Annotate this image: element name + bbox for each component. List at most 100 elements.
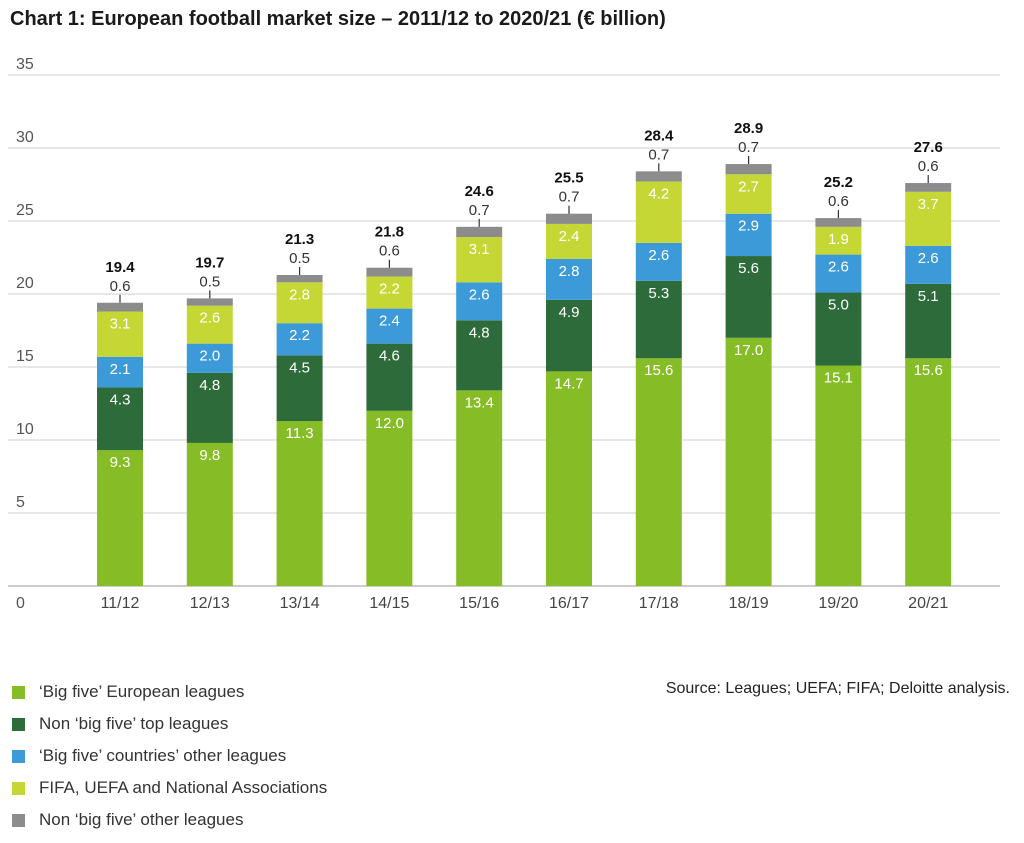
bar-segment [456, 237, 503, 283]
segment-value-label: 2.1 [110, 361, 131, 378]
segment-value-label: 4.5 [289, 359, 310, 376]
bar-segment [97, 450, 143, 586]
bar-segment [635, 181, 682, 243]
bar-segment [546, 258, 592, 300]
segment-value-label: 5.6 [738, 260, 759, 277]
bar-segment [456, 320, 503, 391]
segment-value-label: 2.6 [828, 259, 849, 276]
segment-value-label: 2.4 [559, 228, 580, 245]
segment-value-label: 4.8 [199, 377, 220, 394]
chart-title: Chart 1: European football market size –… [10, 8, 666, 30]
legend-item-big-five-other: ‘Big five’ countries’ other leagues [12, 740, 327, 772]
bar-segment [456, 390, 503, 586]
bar-segment [905, 358, 952, 586]
source-note: Source: Leagues; UEFA; FIFA; Deloitte an… [665, 680, 1010, 697]
y-tick-label: 10 [16, 421, 34, 438]
legend: ‘Big five’ European leagues Non ‘big fiv… [12, 676, 327, 836]
bar-segment [815, 292, 862, 366]
bar-segment [97, 302, 143, 312]
x-tick-label: 16/17 [549, 595, 589, 612]
bar-segment [905, 191, 952, 246]
segment-value-label: 9.8 [199, 447, 220, 464]
legend-item-fifa-uefa: FIFA, UEFA and National Associations [12, 772, 327, 804]
bar-segment [815, 254, 862, 293]
segment-value-label: 1.9 [828, 231, 849, 248]
bar-segment [366, 267, 413, 277]
bar-segment [186, 305, 233, 344]
bar-segment [276, 282, 323, 324]
segment-value-label: 2.2 [379, 280, 400, 297]
bar-segment [815, 226, 862, 255]
legend-label-non-big-five-top: Non ‘big five’ top leagues [39, 714, 229, 733]
total-label: 28.4 [644, 127, 674, 144]
segment-value-label: 0.6 [379, 243, 400, 260]
bar-segment [635, 242, 682, 281]
segment-value-label: 2.6 [648, 247, 669, 264]
total-label: 25.2 [824, 174, 853, 191]
segment-value-label: 0.6 [828, 193, 849, 210]
x-tick-label: 19/20 [818, 595, 858, 612]
legend-swatch-big-five-other [12, 749, 25, 763]
bar-segment [725, 213, 772, 257]
y-tick-label: 0 [16, 595, 25, 612]
legend-swatch-non-big-five-other [12, 813, 25, 827]
segment-value-label: 2.6 [199, 310, 220, 327]
bar-segment [905, 283, 952, 359]
bar-segment [186, 442, 233, 586]
legend-label-big-five-other: ‘Big five’ countries’ other leagues [39, 746, 287, 765]
bar-segment [366, 276, 413, 309]
bar-segment [186, 343, 233, 373]
legend-item-non-big-five-other: Non ‘big five’ other leagues [12, 804, 327, 836]
bar-segment [366, 410, 413, 586]
segment-value-label: 15.6 [914, 362, 943, 379]
bar-segment [635, 358, 682, 586]
x-tick-label: 17/18 [639, 595, 679, 612]
bar-segment [456, 282, 503, 321]
segment-value-label: 2.0 [199, 348, 220, 365]
bar-segment [276, 323, 323, 356]
segment-value-label: 0.5 [289, 250, 310, 267]
x-tick-label: 13/14 [280, 595, 320, 612]
segment-value-label: 2.7 [738, 178, 759, 195]
y-tick-label: 30 [16, 129, 34, 146]
segment-value-label: 4.3 [110, 391, 131, 408]
segment-value-label: 5.1 [918, 288, 939, 305]
segment-value-label: 2.6 [469, 286, 490, 303]
legend-label-non-big-five-other: Non ‘big five’ other leagues [39, 810, 244, 829]
legend-label-fifa-uefa: FIFA, UEFA and National Associations [39, 778, 328, 797]
bar-segment [635, 171, 682, 182]
segment-value-label: 2.9 [738, 218, 759, 235]
total-label: 24.6 [465, 183, 494, 200]
x-tick-label: 20/21 [908, 595, 948, 612]
bar-segment [905, 245, 952, 284]
bar-segment [366, 308, 413, 344]
segment-value-label: 2.4 [379, 313, 400, 330]
total-label: 21.8 [375, 224, 404, 241]
segment-value-label: 14.7 [554, 375, 583, 392]
segment-value-label: 0.7 [559, 189, 580, 206]
bar-segment [725, 337, 772, 586]
bar-segment [186, 372, 233, 443]
segment-value-label: 3.7 [918, 196, 939, 213]
legend-swatch-big-five [12, 685, 25, 699]
bar-segment [725, 174, 772, 214]
segment-value-label: 2.8 [289, 286, 310, 303]
total-label: 28.9 [734, 120, 763, 137]
segment-value-label: 4.8 [469, 324, 490, 341]
x-tick-label: 14/15 [369, 595, 409, 612]
segment-value-label: 9.3 [110, 454, 131, 471]
total-label: 19.7 [195, 254, 224, 271]
y-tick-label: 35 [16, 56, 34, 73]
segment-value-label: 2.6 [918, 250, 939, 267]
stacked-bar-chart: 0 5 10 15 20 25 30 35 9.3 4.3 2.1 3.1 0.6 19.4 11/12 9.… [8, 56, 1000, 612]
segment-value-label: 0.6 [110, 278, 131, 295]
segment-value-label: 0.7 [738, 139, 759, 156]
legend-item-big-five: ‘Big five’ European leagues [12, 676, 327, 708]
segment-value-label: 4.2 [648, 186, 669, 203]
segment-value-label: 5.0 [828, 297, 849, 314]
bar-segment [546, 371, 592, 586]
bar-segment [276, 421, 323, 586]
bar-segment [546, 223, 592, 259]
bar-segment [186, 298, 233, 306]
bar-segment [276, 275, 323, 283]
